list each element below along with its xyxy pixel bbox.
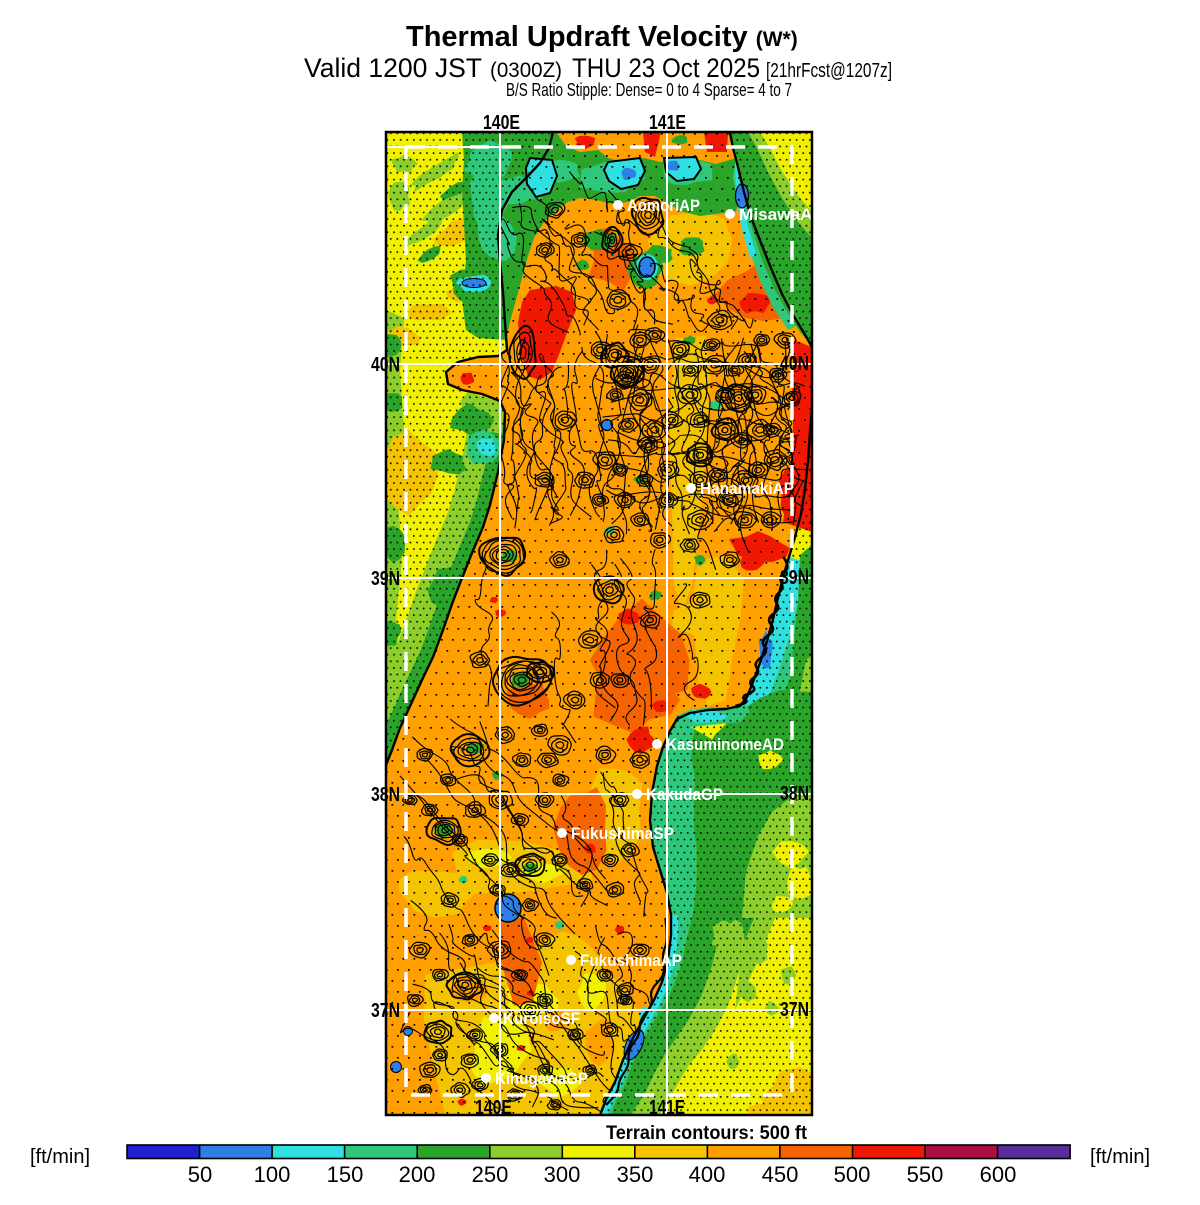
svg-text:37N: 37N <box>371 1000 400 1022</box>
svg-text:B/S Ratio Stipple: Dense= 0 t: B/S Ratio Stipple: Dense= 0 to 4 Sparse=… <box>506 80 792 100</box>
svg-text:150: 150 <box>327 1162 364 1187</box>
svg-text:400: 400 <box>689 1162 726 1187</box>
svg-text:500: 500 <box>834 1162 871 1187</box>
svg-text:100: 100 <box>254 1162 291 1187</box>
svg-text:39N: 39N <box>780 567 809 589</box>
svg-text:40N: 40N <box>371 354 400 376</box>
svg-text:Thermal Updraft Velocity (W*): Thermal Updraft Velocity (W*) <box>406 21 798 53</box>
svg-text:AomoriAP: AomoriAP <box>627 196 700 215</box>
svg-text:250: 250 <box>472 1162 509 1187</box>
svg-text:38N: 38N <box>371 784 400 806</box>
svg-text:[21hrFcst@1207z]: [21hrFcst@1207z] <box>766 60 892 82</box>
svg-text:300: 300 <box>544 1162 581 1187</box>
svg-text:KinugawaGP: KinugawaGP <box>495 1069 588 1088</box>
svg-text:39N: 39N <box>371 568 400 590</box>
svg-text:38N: 38N <box>780 783 809 805</box>
svg-text:450: 450 <box>762 1162 799 1187</box>
svg-text:KakudaGP: KakudaGP <box>646 785 723 804</box>
svg-text:(0300Z): (0300Z) <box>490 59 562 82</box>
svg-text:141E: 141E <box>649 112 686 134</box>
svg-text:KasuminomeAD: KasuminomeAD <box>666 735 784 754</box>
svg-text:FukushimaAP: FukushimaAP <box>580 951 682 970</box>
svg-text:40N: 40N <box>780 353 809 375</box>
svg-text:140E: 140E <box>475 1097 512 1119</box>
svg-text:MisawaAB: MisawaAB <box>739 205 825 224</box>
svg-text:141E: 141E <box>649 1097 685 1119</box>
svg-text:FukushimaSP: FukushimaSP <box>571 824 674 843</box>
svg-text:Terrain contours: 500 ft: Terrain contours: 500 ft <box>606 1123 808 1144</box>
svg-text:140E: 140E <box>483 112 520 134</box>
svg-text:THU 23 Oct 2025: THU 23 Oct 2025 <box>572 53 760 83</box>
svg-text:[ft/min]: [ft/min] <box>30 1146 90 1168</box>
svg-text:Valid 1200 JST: Valid 1200 JST <box>304 53 482 83</box>
svg-text:200: 200 <box>399 1162 436 1187</box>
svg-text:HanamakiAP: HanamakiAP <box>700 479 794 498</box>
svg-text:50: 50 <box>188 1162 212 1187</box>
svg-text:37N: 37N <box>780 999 809 1021</box>
svg-text:350: 350 <box>617 1162 654 1187</box>
svg-text:KuroisoSF: KuroisoSF <box>503 1009 580 1028</box>
svg-text:550: 550 <box>907 1162 944 1187</box>
svg-text:[ft/min]: [ft/min] <box>1090 1146 1150 1168</box>
svg-text:600: 600 <box>980 1162 1017 1187</box>
